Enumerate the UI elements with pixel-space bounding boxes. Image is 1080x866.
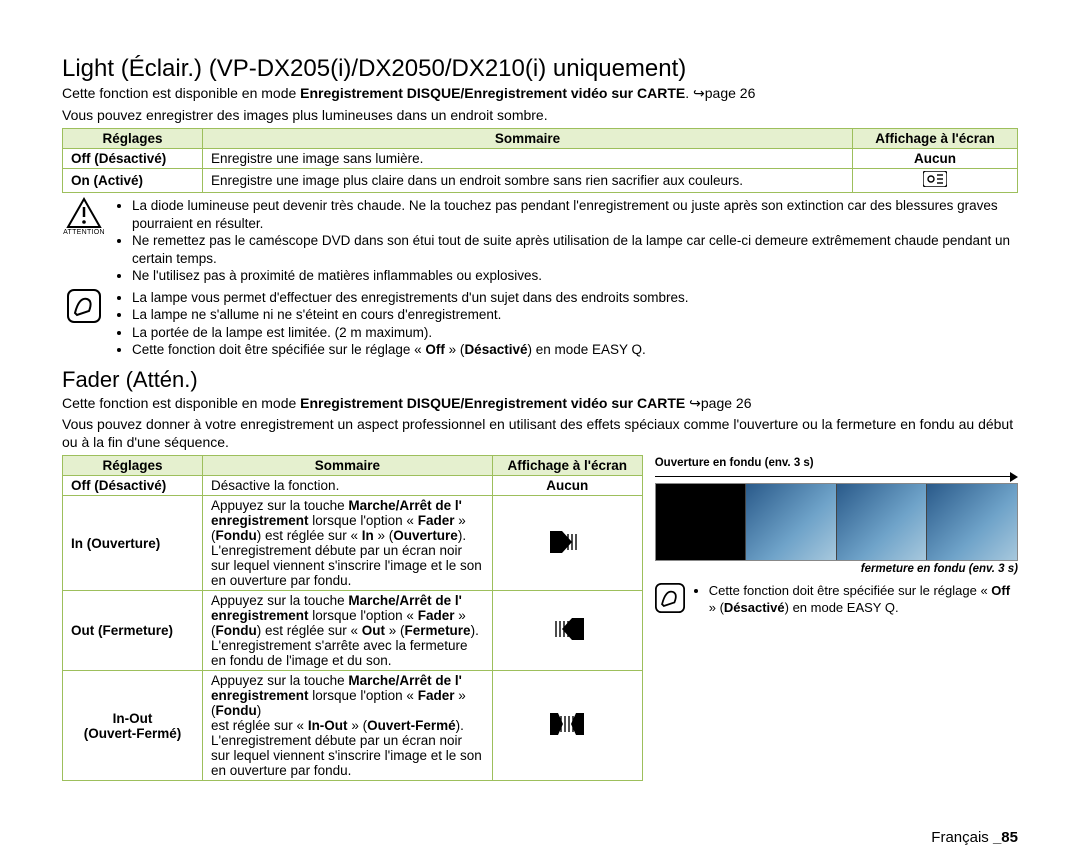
light-intro-2: Vous pouvez enregistrer des images plus … bbox=[62, 107, 1018, 125]
table-row: Off (Désactivé) Désactive la fonction. A… bbox=[63, 476, 643, 496]
fader-inout-setting: In-Out(Ouvert-Fermé) bbox=[63, 671, 203, 781]
list-item: La portée de la lampe est limitée. (2 m … bbox=[132, 324, 688, 342]
table-row: In (Ouverture) Appuyez sur la touche Mar… bbox=[63, 496, 643, 591]
fader-out-summary: Appuyez sur la touche Marche/Arrêt de l'… bbox=[203, 591, 493, 671]
warning-icon bbox=[62, 197, 106, 229]
fader-th-reglages: Réglages bbox=[63, 456, 203, 476]
fader-th-sommaire: Sommaire bbox=[203, 456, 493, 476]
light-th-sommaire: Sommaire bbox=[203, 129, 853, 149]
list-item: La lampe vous permet d'effectuer des enr… bbox=[132, 289, 688, 307]
list-item: La diode lumineuse peut devenir très cha… bbox=[132, 197, 1018, 232]
light-table: Réglages Sommaire Affichage à l'écran Of… bbox=[62, 128, 1018, 193]
fader-intro1-a: Cette fonction est disponible en mode bbox=[62, 395, 300, 411]
light-intro-1: Cette fonction est disponible en mode En… bbox=[62, 85, 1018, 103]
light-r1-summary: Enregistre une image plus claire dans un… bbox=[203, 169, 853, 193]
list-item: Ne remettez pas le caméscope DVD dans so… bbox=[132, 232, 1018, 267]
note-icon bbox=[655, 583, 685, 617]
light-r1-setting: On (Activé) bbox=[63, 169, 203, 193]
fader-off-summary: Désactive la fonction. bbox=[203, 476, 493, 496]
fader-title: Fader (Attén.) bbox=[62, 367, 1018, 393]
note4-des: Désactivé bbox=[464, 342, 527, 357]
fader-in-summary: Appuyez sur la touche Marche/Arrêt de l'… bbox=[203, 496, 493, 591]
note4-off: Off bbox=[425, 342, 445, 357]
fader-inout-summary: Appuyez sur la touche Marche/Arrêt de l'… bbox=[203, 671, 493, 781]
footer-page-number: _85 bbox=[993, 829, 1018, 846]
fader-off-display: Aucun bbox=[492, 476, 642, 496]
fader-intro1-c: ↪page 26 bbox=[685, 395, 751, 411]
fader-table: Réglages Sommaire Affichage à l'écran Of… bbox=[62, 455, 643, 781]
fader-in-setting: In (Ouverture) bbox=[63, 496, 203, 591]
fader-in-icon bbox=[492, 496, 642, 591]
fader-inout-icon bbox=[492, 671, 642, 781]
fade-out-caption: fermeture en fondu (env. 3 s) bbox=[655, 563, 1018, 575]
light-title: Light (Éclair.) (VP-DX205(i)/DX2050/DX21… bbox=[62, 55, 1018, 83]
fader-intro1-b: Enregistrement DISQUE/Enregistrement vid… bbox=[300, 395, 685, 411]
light-r0-summary: Enregistre une image sans lumière. bbox=[203, 149, 853, 169]
light-r0-setting: Off (Désactivé) bbox=[63, 149, 203, 169]
fader-intro-2: Vous pouvez donner à votre enregistremen… bbox=[62, 416, 1018, 451]
warning-label: ATTENTION bbox=[62, 229, 106, 236]
list-item: Ne l'utilisez pas à proximité de matière… bbox=[132, 267, 1018, 285]
arrow-right-icon bbox=[655, 471, 1018, 481]
fader-th-affichage: Affichage à l'écran bbox=[492, 456, 642, 476]
footer-lang: Français bbox=[931, 829, 993, 846]
table-row: Out (Fermeture) Appuyez sur la touche Ma… bbox=[63, 591, 643, 671]
list-item: La lampe ne s'allume ni ne s'éteint en c… bbox=[132, 306, 688, 324]
fader-out-icon bbox=[492, 591, 642, 671]
light-on-icon bbox=[853, 169, 1018, 193]
note-icon bbox=[62, 289, 106, 323]
light-warnings-list: La diode lumineuse peut devenir très cha… bbox=[114, 197, 1018, 285]
fader-intro-1: Cette fonction est disponible en mode En… bbox=[62, 395, 1018, 413]
fader-side-note: Cette fonction doit être spécifiée sur l… bbox=[709, 583, 1018, 617]
table-row: In-Out(Ouvert-Fermé) Appuyez sur la touc… bbox=[63, 671, 643, 781]
page-footer: Français _85 bbox=[931, 829, 1018, 846]
light-intro1-a: Cette fonction est disponible en mode bbox=[62, 85, 300, 101]
fade-in-caption: Ouverture en fondu (env. 3 s) bbox=[655, 457, 1018, 469]
table-row: On (Activé) Enregistre une image plus cl… bbox=[63, 169, 1018, 193]
light-notes-list: La lampe vous permet d'effectuer des enr… bbox=[114, 289, 688, 359]
list-item: Cette fonction doit être spécifiée sur l… bbox=[132, 341, 688, 359]
fade-sequence-image bbox=[655, 483, 1018, 561]
table-row: Off (Désactivé) Enregistre une image san… bbox=[63, 149, 1018, 169]
light-intro1-b: Enregistrement DISQUE/Enregistrement vid… bbox=[300, 85, 685, 101]
fader-off-setting: Off (Désactivé) bbox=[63, 476, 203, 496]
fader-out-setting: Out (Fermeture) bbox=[63, 591, 203, 671]
light-intro1-c: . ↪page 26 bbox=[685, 85, 755, 101]
light-th-affichage: Affichage à l'écran bbox=[853, 129, 1018, 149]
light-th-reglages: Réglages bbox=[63, 129, 203, 149]
light-r0-display: Aucun bbox=[853, 149, 1018, 169]
